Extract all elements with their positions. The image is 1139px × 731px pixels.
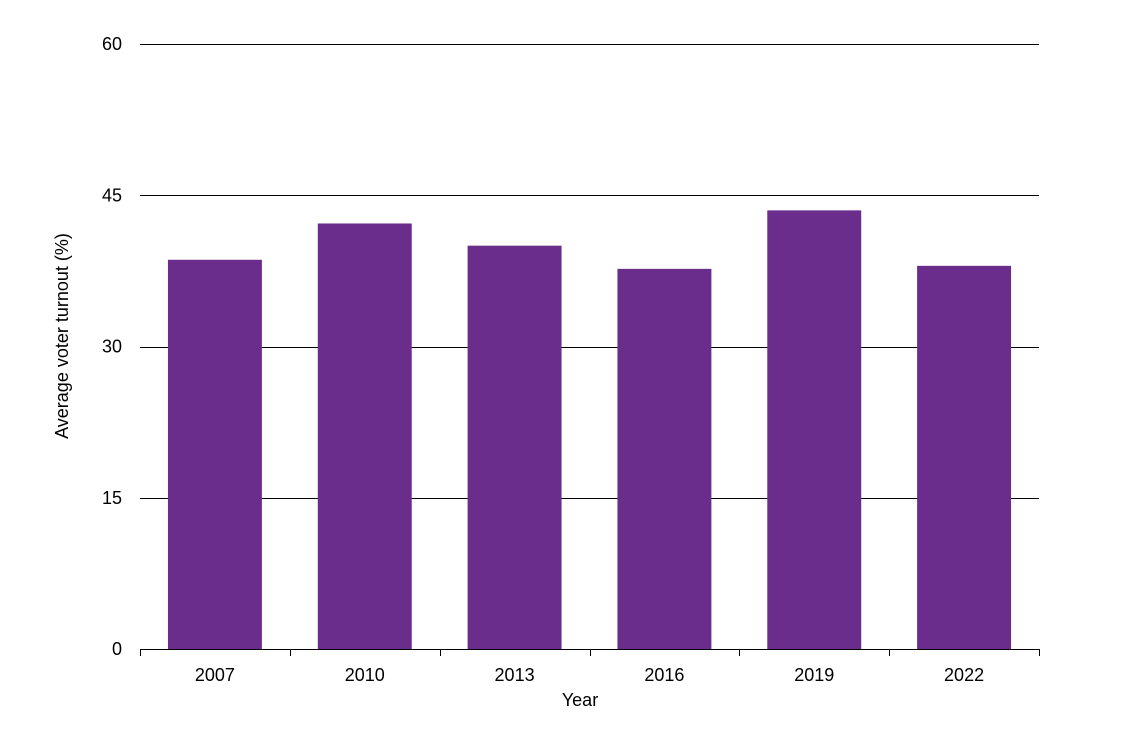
x-tick-label: 2019: [794, 665, 834, 685]
bar: [467, 245, 562, 649]
y-tick-label: 0: [112, 639, 122, 659]
x-tick-labels: 2007 2010 2013 2016 2019 2022: [195, 665, 984, 685]
x-axis: [140, 649, 1040, 656]
bar: [617, 268, 712, 649]
y-tick-label: 15: [102, 488, 122, 508]
x-tick-label: 2013: [495, 665, 535, 685]
gridlines: [140, 44, 1039, 499]
x-tick-label: 2010: [345, 665, 385, 685]
y-axis-title: Average voter turnout (%): [52, 233, 72, 439]
x-axis-title: Year: [562, 690, 598, 710]
bar: [317, 223, 412, 649]
y-tick-labels: 0 15 30 45 60: [102, 34, 122, 659]
bars: [167, 210, 1012, 649]
bar: [917, 265, 1012, 649]
bar: [767, 210, 862, 649]
x-tick-label: 2022: [944, 665, 984, 685]
bar: [167, 259, 262, 649]
x-tick-label: 2007: [195, 665, 235, 685]
y-tick-label: 30: [102, 337, 122, 357]
x-tick-label: 2016: [644, 665, 684, 685]
y-tick-label: 45: [102, 185, 122, 205]
y-tick-label: 60: [102, 34, 122, 54]
